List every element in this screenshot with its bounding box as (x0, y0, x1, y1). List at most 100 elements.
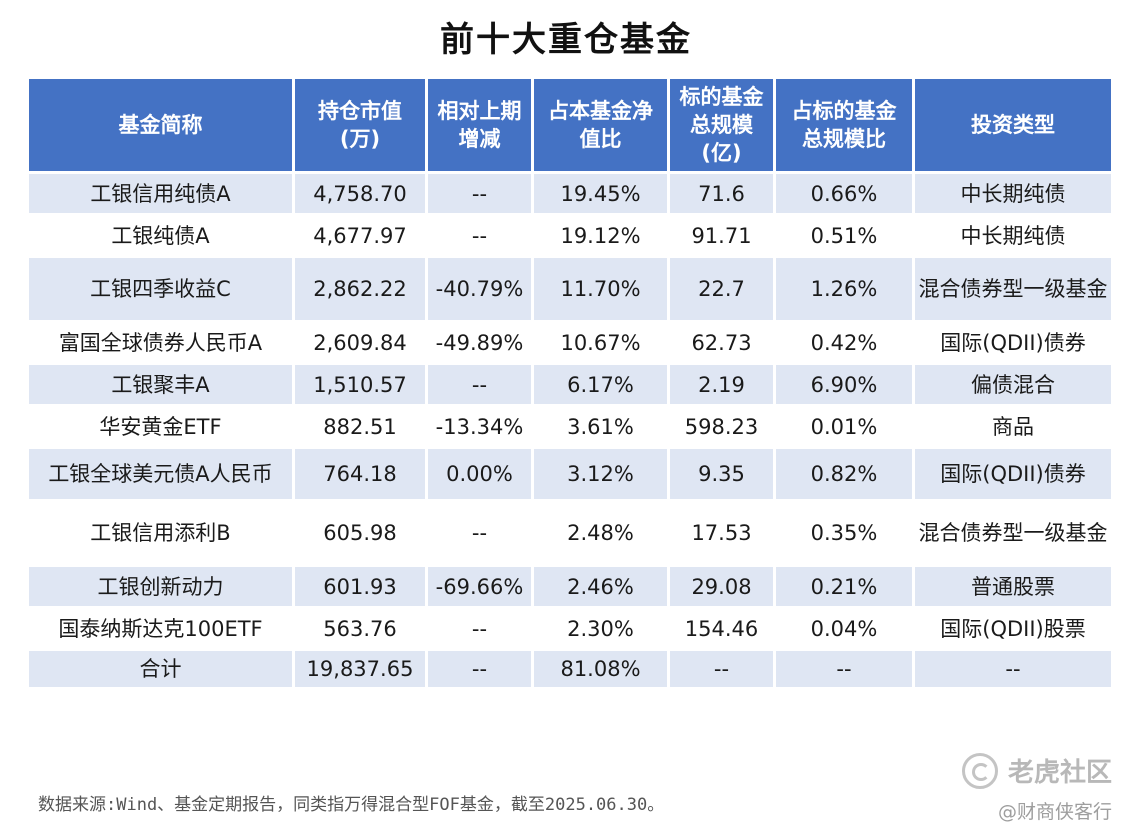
total-size: 9.35 (670, 449, 773, 499)
total-size: 29.08 (670, 567, 773, 606)
change: 0.00% (428, 449, 531, 499)
table-row: 工银纯债A 4,677.97 -- 19.12% 91.71 0.51% 中长期… (29, 216, 1111, 255)
nav-ratio: 19.45% (534, 174, 667, 213)
author-handle: @财商侠客行 (997, 801, 1112, 823)
nav-ratio: 3.61% (534, 407, 667, 446)
header-market-value: 持仓市值 (万) (295, 79, 425, 171)
size-ratio: 0.04% (776, 609, 912, 648)
market-value: 764.18 (295, 449, 425, 499)
market-value: 4,758.70 (295, 174, 425, 213)
market-value: 4,677.97 (295, 216, 425, 255)
nav-ratio: 19.12% (534, 216, 667, 255)
nav-ratio: 6.17% (534, 365, 667, 404)
change: -- (428, 216, 531, 255)
header-fund-name: 基金简称 (29, 79, 292, 171)
fund-name: 工银信用纯债A (29, 174, 292, 213)
table-row: 工银信用纯债A 4,758.70 -- 19.45% 71.6 0.66% 中长… (29, 174, 1111, 213)
investment-type: 中长期纯债 (915, 174, 1111, 213)
market-value: 2,609.84 (295, 323, 425, 362)
total-size: 17.53 (670, 502, 773, 564)
nav-ratio: 2.30% (534, 609, 667, 648)
total-size: 154.46 (670, 609, 773, 648)
change: -69.66% (428, 567, 531, 606)
nav-ratio: 3.12% (534, 449, 667, 499)
size-ratio: 0.66% (776, 174, 912, 213)
change: -49.89% (428, 323, 531, 362)
table-row-total: 合计 19,837.65 -- 81.08% -- -- -- (29, 651, 1111, 687)
table-row: 工银全球美元债A人民币 764.18 0.00% 3.12% 9.35 0.82… (29, 449, 1111, 499)
change: -- (428, 609, 531, 648)
table-header-row: 基金简称 持仓市值 (万) 相对上期 增减 占本基金净 值比 标的基金 总规模 (亿) 占… (29, 79, 1111, 171)
total-size: 598.23 (670, 407, 773, 446)
fund-name: 工银信用添利B (29, 502, 292, 564)
fund-name: 工银创新动力 (29, 567, 292, 606)
fund-name: 富国全球债券人民币A (29, 323, 292, 362)
investment-type: 混合债券型一级基金 (915, 258, 1111, 320)
size-ratio: 6.90% (776, 365, 912, 404)
market-value: 563.76 (295, 609, 425, 648)
total-size: 2.19 (670, 365, 773, 404)
nav-ratio: 2.48% (534, 502, 667, 564)
market-value: 882.51 (295, 407, 425, 446)
market-value: 19,837.65 (295, 651, 425, 687)
investment-type: -- (915, 651, 1111, 687)
fund-name: 华安黄金ETF (29, 407, 292, 446)
total-size: -- (670, 651, 773, 687)
investment-type: 商品 (915, 407, 1111, 446)
nav-ratio: 2.46% (534, 567, 667, 606)
fund-name: 国泰纳斯达克100ETF (29, 609, 292, 648)
investment-type: 国际(QDII)债券 (915, 323, 1111, 362)
page-title: 前十大重仓基金 (440, 20, 692, 60)
investment-type: 偏债混合 (915, 365, 1111, 404)
nav-ratio: 11.70% (534, 258, 667, 320)
change: -- (428, 651, 531, 687)
total-size: 62.73 (670, 323, 773, 362)
table-row: 工银信用添利B 605.98 -- 2.48% 17.53 0.35% 混合债券… (29, 502, 1111, 564)
size-ratio: 0.21% (776, 567, 912, 606)
fund-holdings-table: 基金简称 持仓市值 (万) 相对上期 增减 占本基金净 值比 标的基金 总规模 (亿) 占… (26, 76, 1114, 690)
fund-name: 工银全球美元债A人民币 (29, 449, 292, 499)
investment-type: 国际(QDII)债券 (915, 449, 1111, 499)
table-row: 富国全球债券人民币A 2,609.84 -49.89% 10.67% 62.73… (29, 323, 1111, 362)
table-row: 工银四季收益C 2,862.22 -40.79% 11.70% 22.7 1.2… (29, 258, 1111, 320)
fund-name: 工银四季收益C (29, 258, 292, 320)
size-ratio: 1.26% (776, 258, 912, 320)
size-ratio: 0.82% (776, 449, 912, 499)
size-ratio: 0.01% (776, 407, 912, 446)
tiger-community-logo-icon (961, 752, 998, 789)
change: -40.79% (428, 258, 531, 320)
watermark: 老虎社区 (961, 752, 1112, 789)
size-ratio: -- (776, 651, 912, 687)
investment-type: 普通股票 (915, 567, 1111, 606)
fund-name: 合计 (29, 651, 292, 687)
table-row: 工银创新动力 601.93 -69.66% 2.46% 29.08 0.21% … (29, 567, 1111, 606)
total-size: 91.71 (670, 216, 773, 255)
table-row: 华安黄金ETF 882.51 -13.34% 3.61% 598.23 0.01… (29, 407, 1111, 446)
table-row: 工银聚丰A 1,510.57 -- 6.17% 2.19 6.90% 偏债混合 (29, 365, 1111, 404)
total-size: 22.7 (670, 258, 773, 320)
change: -- (428, 502, 531, 564)
market-value: 1,510.57 (295, 365, 425, 404)
header-investment-type: 投资类型 (915, 79, 1111, 171)
fund-name: 工银纯债A (29, 216, 292, 255)
size-ratio: 0.42% (776, 323, 912, 362)
header-size-ratio: 占标的基金 总规模比 (776, 79, 912, 171)
investment-type: 国际(QDII)股票 (915, 609, 1111, 648)
size-ratio: 0.51% (776, 216, 912, 255)
data-source-note: 数据来源:Wind、基金定期报告，同类指万得混合型FOF基金，截至2025.06… (38, 795, 665, 815)
investment-type: 中长期纯债 (915, 216, 1111, 255)
investment-type: 混合债券型一级基金 (915, 502, 1111, 564)
market-value: 605.98 (295, 502, 425, 564)
fund-name: 工银聚丰A (29, 365, 292, 404)
change: -- (428, 365, 531, 404)
header-change: 相对上期 增减 (428, 79, 531, 171)
total-size: 71.6 (670, 174, 773, 213)
header-nav-ratio: 占本基金净 值比 (534, 79, 667, 171)
change: -- (428, 174, 531, 213)
nav-ratio: 10.67% (534, 323, 667, 362)
header-total-size: 标的基金 总规模 (亿) (670, 79, 773, 171)
market-value: 2,862.22 (295, 258, 425, 320)
nav-ratio: 81.08% (534, 651, 667, 687)
size-ratio: 0.35% (776, 502, 912, 564)
watermark-text: 老虎社区 (1007, 758, 1112, 788)
